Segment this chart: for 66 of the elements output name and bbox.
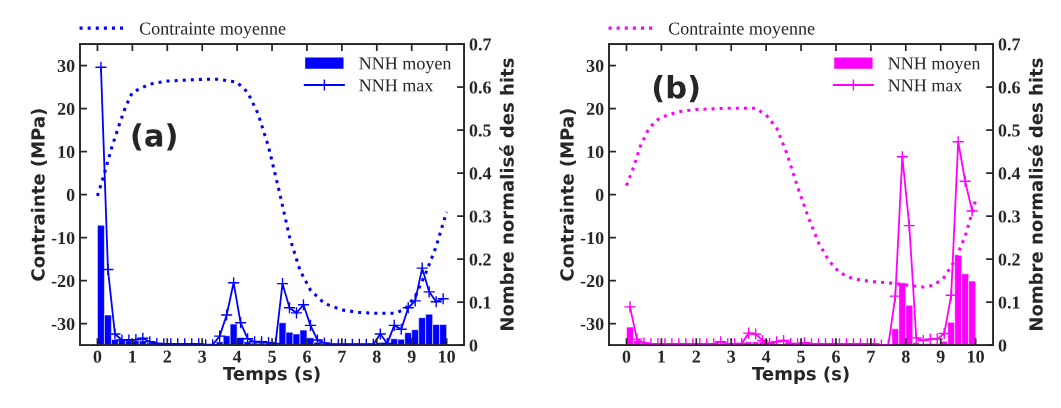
y-tick-label: 10 — [58, 145, 75, 159]
y2-tick-label: 0 — [469, 339, 478, 352]
x-axis-title: Temps (s) — [752, 366, 849, 384]
y2-tick-label: 0.5 — [998, 124, 1020, 137]
y-tick-label: 30 — [57, 59, 75, 73]
x-tick-label: 8 — [372, 350, 381, 363]
y2-tick-label: 0.7 — [469, 38, 492, 51]
y2-tick-label: 0.5 — [469, 124, 491, 137]
y-axis-title: Contrainte (MPa) — [30, 109, 47, 281]
y2-tick-label: 0.3 — [998, 210, 1020, 223]
y2-tick-label: 0.1 — [469, 296, 491, 309]
y2-tick-label: 0.2 — [998, 253, 1020, 266]
y-tick-label: 0 — [595, 188, 604, 202]
y2-tick-label: 0.1 — [998, 296, 1020, 309]
x-tick-label: 7 — [338, 350, 346, 363]
x-tick-label: 0 — [622, 350, 631, 363]
y-tick-label: -20 — [51, 274, 75, 288]
legend-label: NNH moyen — [888, 57, 981, 74]
x-tick-label: 5 — [797, 350, 805, 363]
annotation: (a) — [132, 123, 176, 151]
y-tick-label: -10 — [51, 231, 75, 245]
y-tick-label: 10 — [587, 145, 604, 159]
x-tick-label: 4 — [232, 350, 242, 363]
y2-tick-label: 0.4 — [998, 167, 1021, 180]
x-tick-label: 6 — [303, 350, 311, 363]
y2-tick-label: 0.4 — [469, 167, 492, 180]
x-tick-label: 2 — [692, 350, 701, 363]
y-tick-label: 20 — [57, 102, 75, 116]
x-tick-label: 3 — [198, 350, 207, 363]
legend-label: Contrainte moyenne — [668, 22, 815, 39]
y2-tick-label: 0.6 — [998, 81, 1020, 94]
x-tick-label: 6 — [832, 350, 840, 363]
y2-tick-label: 0.7 — [998, 38, 1021, 51]
x-tick-label: 3 — [727, 350, 736, 363]
x-tick-label: 7 — [867, 350, 875, 363]
legend-label: NNH moyen — [359, 57, 452, 74]
x-tick-label: 4 — [761, 350, 771, 363]
y2-tick-label: 0 — [998, 339, 1007, 352]
y-tick-label: -30 — [51, 317, 75, 331]
x-tick-label: 2 — [163, 350, 172, 363]
legend-label: NNH max — [359, 79, 434, 92]
y-tick-label: 30 — [586, 59, 604, 73]
y2-tick-label: 0.3 — [469, 210, 491, 223]
y-tick-label: -30 — [580, 317, 604, 331]
y2-tick-label: 0.6 — [469, 81, 491, 94]
x-tick-label: 10 — [968, 350, 984, 363]
annotation: (b) — [653, 75, 699, 103]
y2-tick-label: 0.2 — [469, 253, 491, 266]
y-tick-label: -20 — [580, 274, 604, 288]
y-axis-title: Contrainte (MPa) — [559, 109, 576, 281]
x-tick-label: 9 — [936, 350, 945, 363]
x-tick-label: 0 — [93, 350, 102, 363]
x-axis-title: Temps (s) — [223, 366, 320, 384]
x-tick-label: 10 — [439, 350, 455, 363]
legend-label: Contrainte moyenne — [139, 22, 286, 39]
x-tick-label: 5 — [268, 350, 276, 363]
x-tick-label: 8 — [901, 350, 910, 363]
y-tick-label: 20 — [586, 102, 604, 116]
x-tick-label: 9 — [407, 350, 416, 363]
y2-axis-title: Nombre normalisé des hits — [499, 58, 514, 331]
x-tick-label: 1 — [658, 350, 665, 363]
x-tick-label: 1 — [129, 350, 136, 363]
legend-label: NNH max — [888, 79, 963, 92]
y2-axis-title: Nombre normalisé des hits — [1028, 58, 1043, 331]
y-tick-label: -10 — [580, 231, 604, 245]
y-tick-label: 0 — [66, 188, 75, 202]
